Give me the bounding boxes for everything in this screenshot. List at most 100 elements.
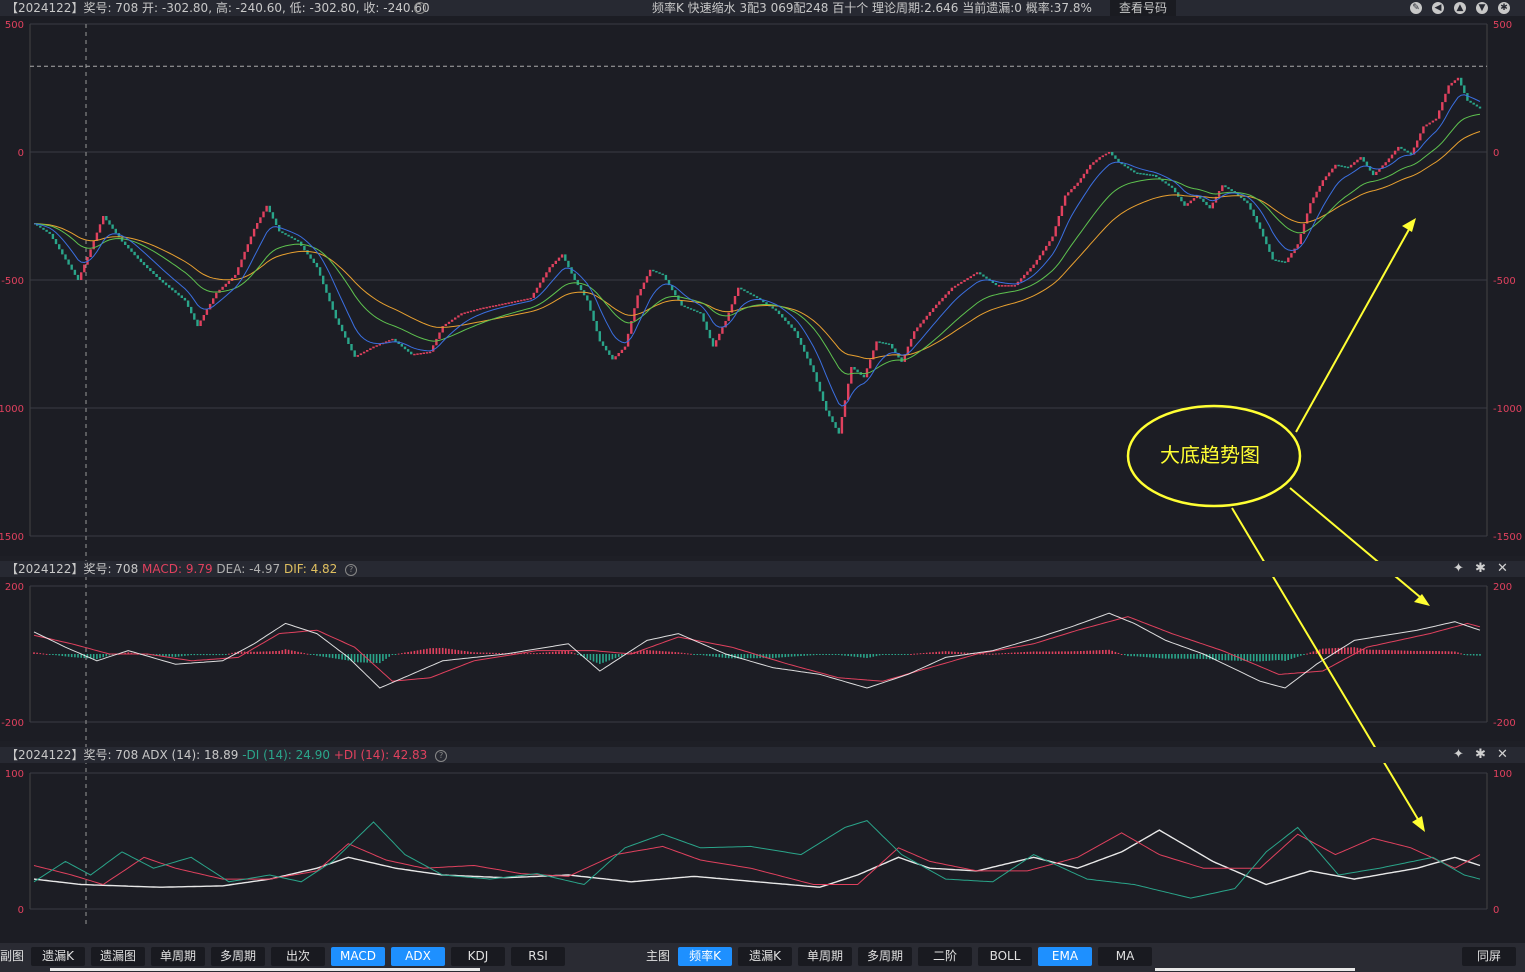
- pin-icon[interactable]: ✦: [1453, 561, 1464, 576]
- macd-bar: [668, 651, 670, 654]
- macd-bar: [256, 651, 258, 654]
- candle: [312, 258, 315, 263]
- macd-bar: [206, 654, 208, 656]
- sub-button-7[interactable]: KDJ: [451, 947, 505, 966]
- tick-label-right: -200: [1493, 718, 1516, 729]
- main-button-3[interactable]: 多周期: [858, 947, 912, 966]
- macd-bar: [309, 654, 312, 655]
- candle: [1073, 185, 1076, 190]
- sub-button-0[interactable]: 遗漏K: [31, 947, 85, 966]
- edit-icon[interactable]: ✎: [1410, 2, 1422, 14]
- gear-icon[interactable]: ✱: [1475, 747, 1486, 762]
- candle: [1478, 106, 1482, 109]
- macd-bar: [1334, 648, 1337, 654]
- main-button-0[interactable]: 频率K: [678, 947, 732, 966]
- main-button-7[interactable]: MA: [1098, 947, 1152, 966]
- main-button-4[interactable]: 二阶: [918, 947, 972, 966]
- macd-bar: [665, 651, 667, 654]
- candle: [1340, 165, 1343, 167]
- macd-bar: [1089, 650, 1091, 654]
- sub-button-6[interactable]: ADX: [391, 947, 445, 966]
- main-button-6[interactable]: EMA: [1038, 947, 1092, 966]
- candle: [1126, 166, 1130, 169]
- candle: [727, 312, 730, 321]
- candle: [510, 301, 513, 304]
- macd-bar: [1309, 652, 1312, 654]
- macd-bar: [655, 650, 658, 654]
- macd-bar: [1073, 651, 1076, 654]
- macd-bar: [919, 653, 922, 655]
- candle: [718, 333, 721, 341]
- candle: [416, 353, 419, 355]
- macd-bar: [768, 654, 771, 659]
- up-icon[interactable]: ▲: [1454, 2, 1466, 14]
- macd-bar: [1369, 649, 1371, 654]
- macd-bar: [1061, 651, 1063, 654]
- main-button-5[interactable]: BOLL: [978, 947, 1032, 966]
- help-icon[interactable]: ?: [435, 749, 448, 762]
- sub-button-4[interactable]: 出次: [271, 947, 325, 966]
- macd-bar: [790, 654, 793, 657]
- candle: [831, 416, 834, 423]
- sub-button-3[interactable]: 多周期: [211, 947, 265, 966]
- help-icon[interactable]: ?: [414, 2, 426, 14]
- macd-bar: [1460, 653, 1462, 655]
- candle: [1431, 120, 1435, 123]
- candle: [180, 295, 183, 298]
- sub-button-8[interactable]: RSI: [511, 947, 565, 966]
- back-icon[interactable]: ◀: [1432, 2, 1444, 14]
- down-icon[interactable]: ▼: [1476, 2, 1488, 14]
- macd-bar: [52, 654, 54, 655]
- candle: [1450, 82, 1453, 86]
- candle: [520, 299, 523, 302]
- macd-bar: [1017, 652, 1019, 654]
- macd-bar: [526, 653, 529, 655]
- toolbar-scroll-indicator[interactable]: [50, 968, 480, 971]
- candle: [1085, 169, 1089, 174]
- macd-bar: [1221, 654, 1223, 661]
- pin-icon[interactable]: ✦: [1453, 747, 1464, 762]
- ema-line-ema_mid: [33, 113, 1481, 375]
- sub-button-2[interactable]: 单周期: [151, 947, 205, 966]
- candle: [325, 284, 328, 293]
- macd-bar: [771, 654, 774, 659]
- macd-bar: [963, 652, 966, 654]
- candle: [133, 251, 136, 256]
- macd-bar: [1413, 650, 1415, 654]
- macd-bar: [473, 652, 475, 654]
- gear-icon[interactable]: ✱: [1475, 561, 1486, 576]
- macd-bar: [753, 654, 755, 659]
- sub-button-1[interactable]: 遗漏图: [91, 947, 145, 966]
- candle: [1349, 164, 1353, 168]
- gear-icon[interactable]: ✱: [1498, 2, 1510, 14]
- same-screen-button[interactable]: 同屏: [1462, 947, 1516, 966]
- close-icon[interactable]: ✕: [1497, 561, 1508, 576]
- candle: [1290, 253, 1293, 258]
- candle: [781, 314, 784, 318]
- sub-button-5[interactable]: MACD: [331, 947, 385, 966]
- main-button-2[interactable]: 单周期: [798, 947, 852, 966]
- main-button-1[interactable]: 遗漏K: [738, 947, 792, 966]
- tick-label-right: -1000: [1493, 404, 1522, 415]
- candle: [369, 348, 372, 350]
- macd-bar: [190, 654, 192, 656]
- macd-bar: [649, 650, 651, 654]
- candle: [1123, 164, 1126, 167]
- candle: [1230, 189, 1233, 191]
- candle: [1001, 285, 1004, 287]
- macd-bar: [828, 654, 831, 655]
- close-icon[interactable]: ✕: [1497, 747, 1508, 762]
- toolbar-scroll-indicator-right[interactable]: [1155, 968, 1355, 971]
- macd-bar: [457, 650, 460, 654]
- candle: [843, 400, 847, 417]
- candle: [224, 283, 227, 287]
- candle: [1070, 189, 1073, 193]
- candle: [1048, 241, 1051, 246]
- macd-bar: [966, 652, 969, 654]
- help-icon[interactable]: ?: [345, 563, 358, 576]
- candle: [278, 225, 281, 232]
- macd-bar: [429, 648, 431, 654]
- main-chart-label: 主图: [646, 949, 671, 963]
- chart-canvas[interactable]: 500 500 0 0 -500 -500 -1000 -1000 -1500 -1500 200 2…: [0, 0, 1525, 943]
- query-number-button[interactable]: 查看号码: [1110, 0, 1176, 16]
